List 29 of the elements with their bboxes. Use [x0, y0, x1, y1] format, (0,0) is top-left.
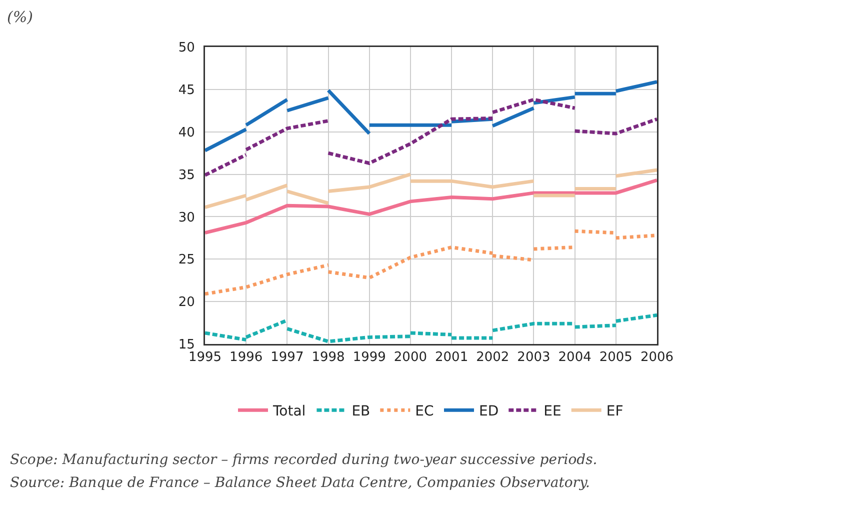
x-tick-label: 2001 [435, 350, 468, 366]
x-tick-label: 2003 [517, 350, 550, 366]
legend-label: EF [606, 404, 624, 420]
x-tick-label: 2000 [394, 350, 427, 366]
legend-label: ED [479, 404, 499, 420]
x-tick-label: 2006 [640, 350, 674, 366]
x-tick-label: 2005 [599, 350, 632, 366]
text: Scope: Manufacturing sector – firms recorded during two-year successive periods. [10, 452, 598, 468]
text: (%) [7, 8, 34, 26]
x-tick-label: 2004 [558, 350, 592, 366]
y-tick-label: 25 [178, 252, 195, 268]
x-tick-label: 1998 [312, 350, 345, 366]
x-tick-label: 1999 [352, 350, 386, 366]
y-tick-label: 30 [178, 210, 195, 226]
y-tick-label: 40 [178, 125, 195, 140]
legend-label: Total [272, 404, 306, 420]
y-tick-label: 50 [178, 40, 195, 56]
x-tick-label: 1997 [270, 350, 304, 366]
y-tick-label: 15 [178, 338, 195, 353]
y-tick-label: 20 [178, 295, 195, 310]
x-tick-label: 2002 [476, 350, 510, 366]
x-tick-label: 1995 [188, 350, 222, 366]
legend-label: EB [352, 404, 370, 420]
source-note: Source: Banque de France – Balance Sheet Data Centre, Companies Observatory. [10, 475, 590, 491]
y-tick-label: 35 [178, 168, 195, 183]
x-tick-label: 1996 [230, 350, 263, 366]
legend-label: EE [544, 404, 562, 420]
y-tick-label: 45 [178, 82, 195, 98]
legend-label: EC [415, 404, 434, 420]
